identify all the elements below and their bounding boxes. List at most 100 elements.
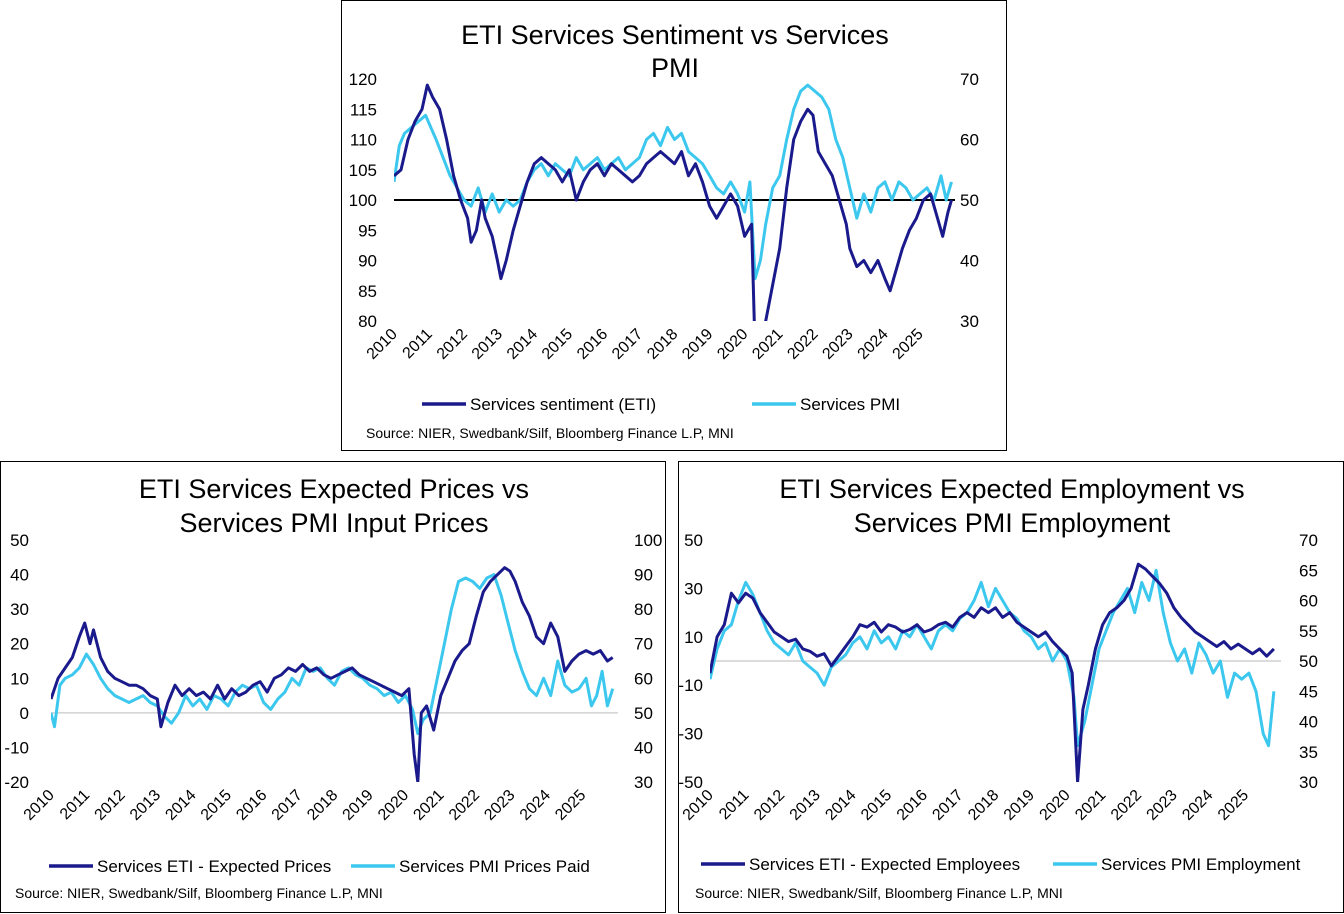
x-tick-label: 2012 — [751, 787, 788, 824]
source-note: Source: NIER, Swedbank/Silf, Bloomberg F… — [695, 885, 1063, 901]
x-tick-label: 2011 — [716, 787, 752, 823]
series-line-pmi — [710, 568, 1276, 748]
y-right-tick-label: 30 — [960, 312, 979, 331]
x-tick-label: 2010 — [21, 787, 58, 824]
y-left-tick-label: 10 — [10, 669, 29, 688]
legend-label-2: Services PMI — [800, 395, 900, 414]
x-tick-label: 2025 — [552, 787, 589, 824]
x-tick-label: 2014 — [822, 787, 859, 824]
y-left-tick-label: -30 — [679, 725, 703, 744]
y-right-tick-label: 100 — [634, 531, 662, 550]
y-left-tick-label: 115 — [350, 100, 377, 119]
y-left-tick-label: 0 — [20, 704, 29, 723]
x-tick-label: 2018 — [644, 326, 681, 363]
x-tick-label: 2016 — [233, 787, 270, 824]
source-note: Source: NIER, Swedbank/Silf, Bloomberg F… — [366, 425, 734, 441]
x-tick-label: 2017 — [269, 787, 306, 824]
y-left-tick-label: 90 — [358, 252, 377, 271]
y-left-tick-label: 105 — [349, 161, 377, 180]
x-tick-label: 2016 — [894, 787, 931, 824]
y-right-tick-label: 40 — [1299, 713, 1318, 732]
chart-title-line-1: ETI Services Expected Employment vs — [779, 474, 1244, 504]
chart-title-line-2: Services PMI Input Prices — [179, 508, 488, 538]
legend-label-1: Services ETI - Expected Prices — [97, 857, 331, 876]
y-left-tick-label: -10 — [4, 738, 29, 757]
x-tick-label: 2023 — [819, 326, 856, 363]
x-tick-label: 2021 — [1072, 787, 1109, 824]
x-tick-label: 2012 — [92, 787, 129, 824]
x-tick-label: 2021 — [410, 787, 447, 824]
x-tick-label: 2024 — [517, 787, 554, 824]
y-right-tick-label: 60 — [960, 131, 979, 150]
y-right-tick-label: 90 — [634, 566, 653, 585]
x-tick-label: 2020 — [375, 787, 412, 824]
x-tick-label: 2023 — [1144, 787, 1181, 824]
chart-title-line-1: ETI Services Sentiment vs Services — [461, 20, 889, 50]
y-right-tick-label: 50 — [960, 191, 979, 210]
x-tick-label: 2015 — [539, 326, 576, 363]
y-left-tick-label: 50 — [10, 531, 29, 550]
x-tick-label: 2013 — [127, 787, 164, 824]
y-right-tick-label: 30 — [1299, 773, 1318, 792]
x-tick-label: 2015 — [858, 787, 895, 824]
x-tick-label: 2020 — [1037, 787, 1074, 824]
y-left-tick-label: 30 — [10, 600, 29, 619]
x-tick-label: 2023 — [481, 787, 518, 824]
y-right-tick-label: 30 — [634, 773, 653, 792]
y-left-tick-label: -50 — [679, 773, 703, 792]
chart-title-line-2: PMI — [651, 53, 699, 83]
legend-label-2: Services PMI Employment — [1101, 855, 1301, 874]
y-left-tick-label: 120 — [349, 70, 377, 89]
x-tick-label: 2020 — [714, 326, 751, 363]
y-left-tick-label: 10 — [684, 628, 703, 647]
x-tick-label: 2010 — [364, 326, 401, 363]
series-line-eti — [710, 562, 1275, 782]
x-tick-label: 2019 — [679, 326, 716, 363]
y-right-tick-label: 70 — [960, 70, 979, 89]
x-tick-label: 2021 — [749, 326, 786, 363]
x-tick-label: 2022 — [446, 787, 483, 824]
y-left-tick-label: 95 — [358, 221, 377, 240]
y-right-tick-label: 55 — [1299, 622, 1318, 641]
x-tick-label: 2015 — [198, 787, 235, 824]
chart-svg-prices: ETI Services Expected Prices vs Services … — [4, 474, 662, 901]
x-tick-label: 2025 — [890, 326, 927, 363]
legend-label-2: Services PMI Prices Paid — [399, 857, 590, 876]
x-tick-label: 2017 — [929, 787, 966, 824]
y-right-tick-label: 70 — [634, 635, 653, 654]
x-tick-label: 2011 — [57, 787, 93, 823]
chart-svg-employment: ETI Services Expected Employment vs Servi… — [679, 474, 1318, 901]
x-tick-label: 2025 — [1215, 787, 1252, 824]
series-line-eti — [51, 566, 614, 782]
y-right-tick-label: 45 — [1299, 682, 1318, 701]
y-right-tick-label: 40 — [634, 738, 653, 757]
y-right-tick-label: 35 — [1299, 743, 1318, 762]
y-left-tick-label: -10 — [679, 676, 703, 695]
x-tick-label: 2011 — [400, 326, 436, 362]
chart-panel-sentiment: ETI Services Sentiment vs Services PMI 80 8… — [341, 0, 1007, 451]
y-right-tick-label: 80 — [634, 600, 653, 619]
x-tick-label: 2024 — [1179, 787, 1216, 824]
x-tick-label: 2012 — [434, 326, 471, 363]
y-left-tick-label: 85 — [358, 282, 377, 301]
y-right-tick-label: 60 — [634, 669, 653, 688]
legend-label-1: Services sentiment (ETI) — [470, 395, 656, 414]
legend-label-1: Services ETI - Expected Employees — [749, 855, 1020, 874]
y-right-tick-label: 65 — [1299, 561, 1318, 580]
x-tick-label: 2013 — [469, 326, 506, 363]
y-left-tick-label: 80 — [358, 312, 377, 331]
x-tick-label: 2022 — [784, 326, 821, 363]
chart-panel-employment: ETI Services Expected Employment vs Servi… — [678, 461, 1344, 913]
x-tick-label: 2019 — [1001, 787, 1038, 824]
x-tick-label: 2019 — [340, 787, 377, 824]
y-left-tick-label: 100 — [349, 191, 377, 210]
y-right-tick-label: 40 — [960, 252, 979, 271]
x-tick-label: 2022 — [1108, 787, 1145, 824]
y-left-tick-label: 20 — [10, 635, 29, 654]
y-right-tick-label: 50 — [634, 704, 653, 723]
chart-panel-prices: ETI Services Expected Prices vs Services … — [0, 461, 666, 913]
x-tick-label: 2010 — [680, 787, 717, 824]
y-left-tick-label: 30 — [684, 579, 703, 598]
y-right-tick-label: 60 — [1299, 592, 1318, 611]
